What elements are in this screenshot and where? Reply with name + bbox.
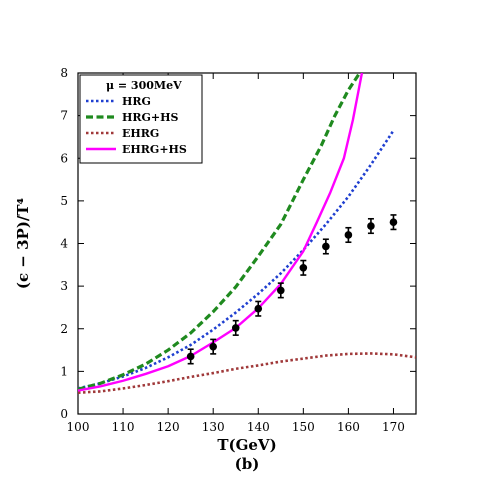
x-tick-label: 130 <box>202 420 225 434</box>
data-point <box>231 319 240 336</box>
x-axis-title: T(GeV) <box>217 436 276 454</box>
data-point <box>389 214 398 231</box>
y-tick-label: 6 <box>60 151 68 165</box>
axis-ticks: 100 110 120 130 140 150 160 170 0 1 2 3 4 5 6 7 8 <box>60 66 416 434</box>
y-tick-label: 4 <box>60 237 68 251</box>
y-tick-label: 0 <box>60 407 68 421</box>
y-tick-label: 8 <box>60 66 68 80</box>
data-point <box>209 338 217 355</box>
series-line-hrg-hs <box>78 73 362 391</box>
x-tick-label: 110 <box>112 420 135 434</box>
legend-label: EHRG <box>122 127 159 140</box>
y-axis-title: (ϵ − 3P)/T⁴ <box>14 197 32 289</box>
series-line-ehrg-hs <box>78 73 364 392</box>
legend-label: HRG <box>122 95 151 108</box>
series-line-ehrg <box>78 352 416 394</box>
data-point-marker <box>186 352 195 361</box>
data-point-marker <box>322 242 330 251</box>
legend-label: HRG+HS <box>122 111 179 124</box>
legend-header: μ = 300MeV <box>106 79 182 92</box>
data-point <box>367 217 375 235</box>
data-points <box>186 214 398 365</box>
x-tick-label: 170 <box>382 420 405 434</box>
series-curves <box>78 73 416 394</box>
legend: μ = 300MeV HRG HRG+HS EHRG EHRG+HS <box>79 74 203 164</box>
series-line-hrg <box>78 129 395 390</box>
y-tick-label: 1 <box>60 364 68 378</box>
y-tick-label: 5 <box>60 194 68 208</box>
data-point-marker <box>277 286 285 295</box>
y-tick-label: 3 <box>60 279 68 293</box>
y-tick-label: 7 <box>60 109 68 123</box>
data-point-marker <box>231 324 240 332</box>
data-point <box>186 348 195 365</box>
data-point <box>299 259 308 276</box>
data-point-marker <box>209 342 217 351</box>
data-point-marker <box>367 222 375 230</box>
data-point-marker <box>389 218 398 226</box>
data-point <box>277 282 285 299</box>
x-tick-label: 100 <box>67 420 90 434</box>
panel-label: (b) <box>235 455 260 473</box>
x-tick-label: 160 <box>337 420 360 434</box>
x-tick-label: 150 <box>292 420 315 434</box>
x-tick-label: 140 <box>247 420 270 434</box>
data-point-marker <box>344 231 353 239</box>
data-point <box>322 238 330 255</box>
data-point <box>344 226 353 244</box>
legend-label: EHRG+HS <box>122 143 187 156</box>
x-tick-label: 120 <box>157 420 180 434</box>
data-point-marker <box>254 304 263 313</box>
data-point-marker <box>299 263 308 272</box>
y-tick-label: 2 <box>60 322 68 336</box>
data-point <box>254 300 263 317</box>
